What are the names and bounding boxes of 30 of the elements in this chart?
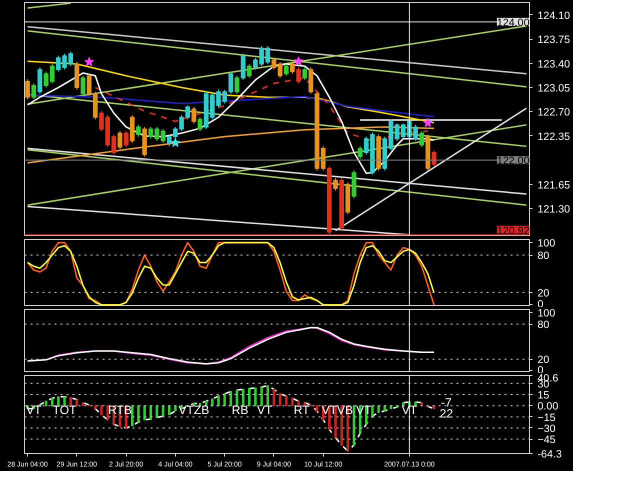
y-tick-label: 0.00 [538,400,558,413]
y-tick-label: 100 [538,238,556,250]
y-tick-label: 80 [538,250,550,262]
y-tick-label: 123.40 [538,58,570,70]
y-tick-label: 123.05 [538,82,570,95]
y-tick-label: 121.65 [538,179,570,192]
y-tick-label: 122.70 [538,106,570,119]
ref-line-label: 124.00 [496,16,530,29]
annotation: -7 [441,395,452,410]
annotation: VTZB [178,403,210,418]
y-tick-label: 20 [538,287,550,300]
y-tick-label: 15 [538,390,550,402]
y-tick-label: −15 [538,412,556,424]
y-tick-label: −45 [538,434,556,446]
y-tick-label: 122.35 [538,130,570,143]
y-tick-label: 20 [538,354,550,366]
y-tick-label: 100 [538,307,556,320]
annotation: 22 [440,406,454,421]
annotation: RT [294,403,310,418]
ref-line-label: 120.92 [496,224,530,237]
annotation: RB [232,403,248,418]
annotation: TOT [52,403,78,418]
y-tick-label: 124.10 [538,10,570,22]
y-tick-label: 121.30 [538,204,570,216]
annotation: VT [257,403,274,418]
y-tick-label: 123.75 [538,34,570,46]
y-tick-label: −30 [538,422,556,435]
y-tick-label: -64.3 [538,448,562,460]
y-tick-label: 80 [538,319,550,332]
annotation: VT [26,403,42,418]
